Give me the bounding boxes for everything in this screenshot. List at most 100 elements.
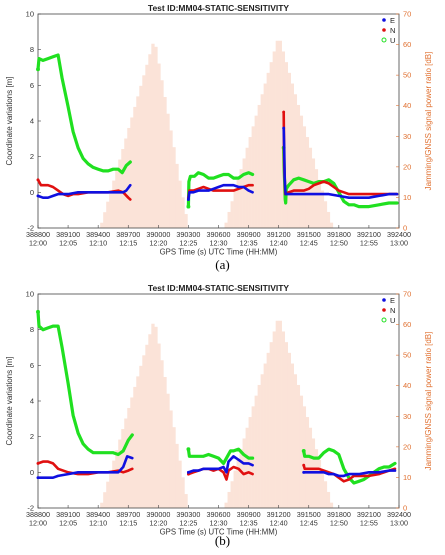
jamming-step	[130, 117, 134, 228]
jamming-step	[320, 190, 325, 228]
legend: ENU	[381, 296, 395, 325]
x-tick-label: 390300	[176, 510, 200, 519]
y-right-tick-label: 0	[403, 504, 407, 513]
series-E	[36, 455, 397, 480]
jamming-step	[103, 492, 107, 508]
x-utc-label: 12:30	[210, 239, 228, 248]
jamming-step	[314, 169, 319, 228]
series-line	[36, 53, 132, 175]
y-right-tick-label: 20	[403, 442, 411, 451]
x-utc-label: 12:45	[300, 519, 318, 528]
series-point	[36, 309, 40, 314]
x-tick-label: 391200	[267, 230, 291, 239]
jamming-step	[136, 96, 140, 228]
legend-marker	[382, 308, 386, 312]
jamming-step	[239, 449, 243, 508]
jamming-step	[236, 179, 240, 228]
x-tick-label: 391800	[327, 510, 351, 519]
legend-label: U	[390, 316, 395, 325]
legend-label: U	[390, 36, 395, 45]
jamming-step	[163, 96, 167, 229]
series-line	[36, 310, 134, 457]
x-utc-label: 12:10	[89, 519, 107, 528]
jamming-step	[326, 211, 331, 228]
x-tick-label: 390000	[146, 510, 170, 519]
jamming-step	[233, 470, 237, 508]
jamming-step	[275, 320, 279, 508]
jamming-step	[329, 502, 334, 508]
jamming-step	[230, 481, 234, 508]
jamming-step	[175, 163, 179, 228]
x-utc-label: 12:35	[240, 239, 258, 248]
jamming-step	[109, 471, 113, 508]
chart-title: Test ID:MM04-STATIC-SENSITIVITY	[148, 283, 290, 293]
series-point	[36, 194, 40, 198]
jamming-step	[296, 104, 301, 228]
jamming-step	[157, 343, 161, 508]
series-line	[302, 463, 397, 483]
y-left-tick-label: 10	[26, 10, 34, 19]
jamming-step	[112, 460, 116, 508]
legend-marker	[382, 18, 386, 22]
series-point	[186, 198, 190, 201]
series-point	[302, 470, 306, 474]
jamming-step	[317, 179, 322, 228]
jamming-step	[329, 222, 334, 228]
jamming-step	[142, 355, 146, 508]
jamming-step	[290, 363, 295, 508]
x-utc-label: 12:10	[89, 239, 107, 248]
jamming-step	[299, 115, 304, 228]
y-left-tick-label: 8	[30, 325, 34, 334]
x-utc-label: 12:00	[29, 519, 47, 528]
jamming-step	[284, 62, 288, 229]
jamming-step	[160, 80, 164, 228]
jamming-step	[287, 72, 291, 228]
jamming-step	[181, 477, 185, 508]
jamming-area	[100, 40, 334, 229]
jamming-step	[166, 393, 170, 508]
jamming-step	[157, 63, 161, 228]
jamming-step	[257, 104, 261, 228]
series-line	[302, 469, 397, 478]
jamming-step	[100, 502, 104, 508]
jamming-step	[178, 460, 182, 508]
jamming-step	[151, 43, 155, 228]
jamming-step	[184, 214, 188, 228]
jamming-step	[118, 439, 122, 508]
jamming-step	[160, 360, 164, 508]
chart-title: Test ID:MM04-STATIC-SENSITIVITY	[148, 3, 290, 13]
y-right-tick-label: 50	[403, 351, 411, 360]
series-line	[282, 110, 399, 196]
jamming-step	[236, 459, 240, 508]
jamming-step	[254, 395, 258, 508]
jamming-step	[305, 417, 310, 508]
x-utc-label: 12:25	[179, 519, 197, 528]
x-tick-label: 391800	[327, 230, 351, 239]
x-axis-label: GPS Time (s) UTC Time (HH:MM)	[160, 248, 278, 257]
legend-marker	[381, 37, 387, 43]
jamming-step	[245, 427, 249, 508]
y-right-tick-label: 10	[403, 473, 411, 482]
series-point	[36, 461, 40, 465]
jamming-step	[115, 450, 119, 508]
x-tick-label: 389100	[56, 230, 80, 239]
jamming-step	[272, 51, 276, 229]
jamming-step	[275, 40, 279, 228]
legend-marker	[382, 298, 386, 302]
jamming-step	[148, 54, 152, 228]
legend: ENU	[381, 16, 395, 45]
jamming-step	[317, 459, 322, 508]
jamming-step	[302, 126, 307, 228]
jamming-step	[230, 201, 234, 228]
x-tick-label: 389400	[86, 510, 110, 519]
y-right-tick-label: 10	[403, 193, 411, 202]
jamming-step	[184, 494, 188, 508]
x-utc-label: 12:55	[360, 519, 378, 528]
x-tick-label: 390300	[176, 230, 200, 239]
series-point	[282, 126, 286, 130]
jamming-step	[124, 138, 128, 228]
series-point	[302, 463, 306, 467]
y-left-tick-label: -2	[27, 224, 34, 233]
jamming-step	[224, 502, 228, 508]
